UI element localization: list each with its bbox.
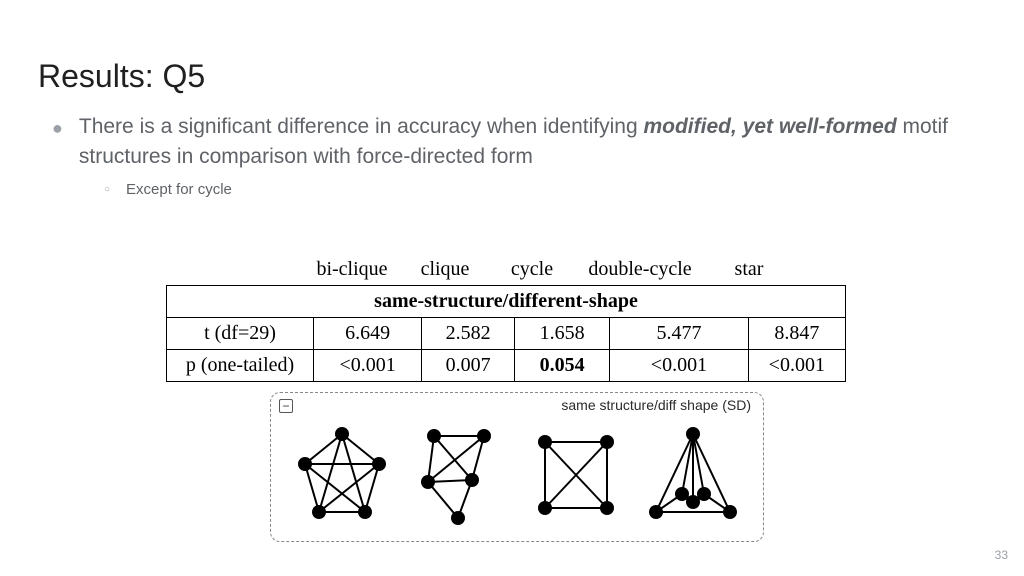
- bullet-2: ○ Except for cycle: [102, 180, 984, 200]
- bullet-dot-icon: ●: [52, 114, 63, 142]
- table-cell: 0.007: [422, 350, 515, 382]
- table-col-header: bi-clique: [302, 258, 402, 281]
- table-cell: 1.658: [515, 318, 610, 350]
- table-body: same-structure/different-shape t (df=29)…: [166, 285, 846, 382]
- bullet-1-emph: modified, yet well-formed: [643, 115, 896, 138]
- panel-title: same structure/diff shape (SD): [561, 397, 751, 413]
- table-cell: 5.477: [610, 318, 748, 350]
- graph-square-x: [521, 422, 631, 532]
- table-cell: <0.001: [748, 350, 845, 382]
- table-column-headers: bi-cliquecliquecycledouble-cyclestar: [302, 258, 846, 281]
- table-row: t (df=29)6.6492.5821.6585.4778.847: [167, 318, 846, 350]
- bullet-1: ● There is a significant difference in a…: [52, 112, 984, 172]
- table-col-header: double-cycle: [576, 258, 704, 281]
- graph-row: [283, 421, 751, 533]
- collapse-icon[interactable]: −: [279, 399, 293, 413]
- table-col-header: clique: [402, 258, 488, 281]
- table-cell: 2.582: [422, 318, 515, 350]
- slide: Results: Q5 ● There is a significant dif…: [0, 0, 1024, 576]
- graph-k4-kite: [404, 422, 514, 532]
- subbullet-dot-icon: ○: [102, 180, 112, 200]
- table-cell: 6.649: [314, 318, 422, 350]
- stats-table: bi-cliquecliquecycledouble-cyclestar sam…: [166, 258, 846, 382]
- table-row: p (one-tailed)<0.0010.0070.054<0.001<0.0…: [167, 350, 846, 382]
- bullet-2-text: Except for cycle: [126, 180, 232, 200]
- graph-panel-wrap: − same structure/diff shape (SD): [270, 392, 764, 542]
- table-col-header: star: [704, 258, 794, 281]
- table-col-header: cycle: [488, 258, 576, 281]
- bullet-1-pre: There is a significant difference in acc…: [79, 115, 644, 138]
- slide-title: Results: Q5: [38, 58, 205, 95]
- graph-pentagon-star: [287, 422, 397, 532]
- table-section-header: same-structure/different-shape: [167, 286, 846, 318]
- page-number: 33: [995, 548, 1008, 562]
- table-cell: <0.001: [314, 350, 422, 382]
- bullet-list: ● There is a significant difference in a…: [52, 112, 984, 200]
- table-cell: 0.054: [515, 350, 610, 382]
- table-cell: <0.001: [610, 350, 748, 382]
- graph-triangle-inner: [638, 422, 748, 532]
- table-row-label: p (one-tailed): [167, 350, 314, 382]
- table-row-label: t (df=29): [167, 318, 314, 350]
- graph-panel: − same structure/diff shape (SD): [270, 392, 764, 542]
- table-cell: 8.847: [748, 318, 845, 350]
- bullet-1-text: There is a significant difference in acc…: [79, 112, 984, 172]
